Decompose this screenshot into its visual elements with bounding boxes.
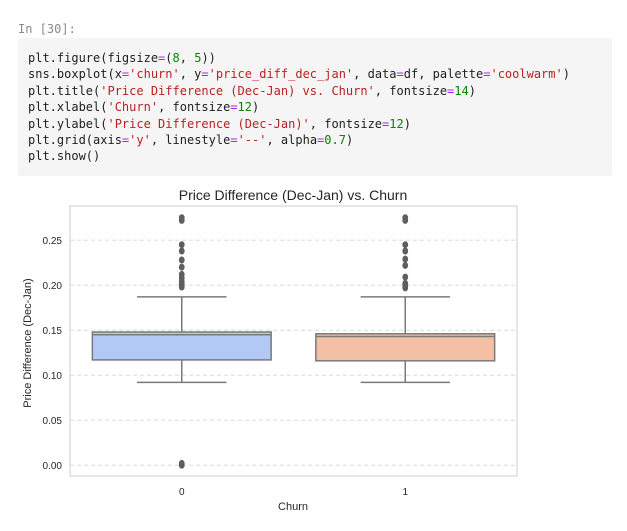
code-token: 'y' <box>129 133 151 148</box>
code-line: sns.boxplot(x='churn', y='price_diff_dec… <box>28 66 612 82</box>
y-tick-label: 0.20 <box>43 281 63 292</box>
code-token: , y <box>179 67 202 82</box>
code-line: plt.figure(figsize=(8, 5)) <box>28 50 612 66</box>
y-tick-labels: 0.00 0.05 0.10 0.15 0.20 0.25 <box>43 236 63 472</box>
code-token: ) <box>252 100 260 115</box>
y-tick-label: 0.00 <box>43 461 63 472</box>
code-token: = <box>230 100 238 115</box>
y-tick-label: 0.10 <box>43 371 63 382</box>
x-tick-label: 1 <box>402 487 408 498</box>
code-token: 'price_diff_dec_jan' <box>208 67 354 82</box>
y-tick-label: 0.05 <box>43 416 63 427</box>
outlier-point <box>178 241 185 249</box>
code-token: ) <box>403 116 411 131</box>
code-token: '--' <box>237 133 267 148</box>
code-line: plt.show() <box>28 148 612 164</box>
outlier-point <box>402 255 409 263</box>
code-token: , fontsize <box>158 100 231 115</box>
outlier-point <box>178 214 185 222</box>
outlier-point <box>402 214 409 222</box>
code-token: , fontsize <box>309 116 383 131</box>
code-token: sns.boxplot(x <box>28 67 122 82</box>
outlier-point <box>402 273 409 281</box>
code-token: 'Churn' <box>107 100 159 115</box>
code-token: 8 <box>172 51 180 65</box>
code-token: 5 <box>194 51 202 65</box>
code-token: ) <box>468 83 476 98</box>
code-token: 'Price Difference (Dec-Jan)' <box>107 116 310 131</box>
cell-prompt: In [30]: <box>18 22 76 36</box>
grid-lines <box>70 239 517 466</box>
code-line: plt.grid(axis='y', linestyle='--', alpha… <box>28 132 612 148</box>
outlier-point <box>402 247 409 255</box>
code-cell[interactable]: plt.figure(figsize=(8, 5)) sns.boxplot(x=… <box>18 38 612 176</box>
box-iqr <box>91 331 272 361</box>
outlier-point <box>178 459 185 467</box>
code-token: = <box>121 67 130 82</box>
box-iqr <box>315 333 496 362</box>
code-token: 12 <box>389 116 404 131</box>
code-token: ( <box>165 51 173 65</box>
code-token: , alpha <box>266 133 318 148</box>
x-tick-label: 0 <box>179 487 185 498</box>
code-line: plt.title('Price Difference (Dec-Jan) vs… <box>28 83 612 99</box>
code-token: , <box>179 51 195 65</box>
outlier-point <box>178 247 185 255</box>
code-token: ) <box>345 133 354 148</box>
code-token: = <box>483 67 491 82</box>
code-token: = <box>382 116 390 131</box>
outlier-point <box>402 241 409 249</box>
code-token: 'Price Difference (Dec-Jan) vs. Churn' <box>100 83 375 98</box>
box-group <box>91 214 272 469</box>
code-token: = <box>201 67 209 82</box>
box-group <box>315 214 496 384</box>
code-token: plt.xlabel( <box>28 100 108 115</box>
code-token: 12 <box>237 100 252 115</box>
code-token: = <box>447 83 455 98</box>
outlier-point <box>178 263 185 271</box>
x-axis-label: Churn <box>278 501 308 513</box>
code-token: = <box>396 67 404 82</box>
code-token: = <box>317 133 325 148</box>
code-token: , fontsize <box>374 83 448 98</box>
code-line: plt.ylabel('Price Difference (Dec-Jan)',… <box>28 116 612 132</box>
code-token: , data <box>353 67 397 82</box>
code-token: df, palette <box>403 67 484 82</box>
code-token: = <box>158 51 166 65</box>
code-token: 'churn' <box>129 67 180 82</box>
chart-title: Price Difference (Dec-Jan) vs. Churn <box>179 187 407 203</box>
code-token: plt.title( <box>28 83 101 98</box>
code-token: , linestyle <box>150 133 231 148</box>
code-token: plt.ylabel( <box>28 116 108 131</box>
outlier-point <box>402 279 409 287</box>
y-axis-label: Price Difference (Dec-Jan) <box>22 278 34 407</box>
code-token: 'coolwarm' <box>490 67 563 82</box>
y-tick-label: 0.25 <box>43 236 63 247</box>
code-token: 14 <box>454 83 469 98</box>
y-tick-label: 0.15 <box>43 326 63 337</box>
outlier-point <box>178 270 185 278</box>
code-token: ) <box>562 67 570 82</box>
code-token: plt.figure(figsize <box>28 51 159 65</box>
outlier-point <box>178 256 185 264</box>
code-token: )) <box>201 51 216 65</box>
box-series <box>91 214 496 469</box>
code-token: plt.show() <box>28 149 101 164</box>
code-token: plt.grid(axis <box>28 133 122 148</box>
code-token: 0.7 <box>324 133 346 148</box>
code-line: plt.xlabel('Churn', fontsize=12) <box>28 99 612 115</box>
outlier-point <box>402 261 409 269</box>
code-token: = <box>121 133 130 148</box>
code-token: = <box>230 133 238 148</box>
